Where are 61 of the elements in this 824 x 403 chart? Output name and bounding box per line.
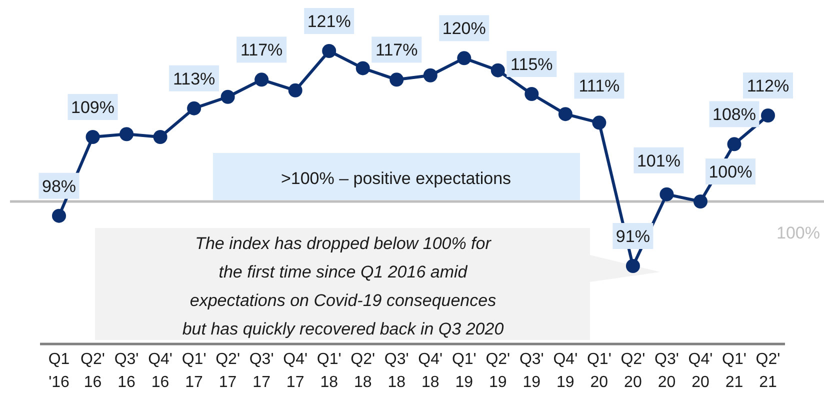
point: [592, 116, 606, 130]
x-tick-label: Q2' 16: [80, 351, 105, 391]
point: [153, 130, 168, 144]
point: [120, 127, 134, 142]
x-tick-label: Q4' 20: [688, 351, 713, 391]
point: [254, 72, 269, 87]
x-tick-label: Q4' 19: [553, 351, 578, 391]
data-label: 112%: [746, 76, 790, 96]
point: [52, 208, 66, 223]
x-tick-label: Q1' 19: [452, 351, 476, 391]
point: [390, 72, 404, 87]
x-tick-label: Q4' 18: [418, 351, 443, 391]
x-tick-label: Q3' 18: [384, 351, 409, 391]
point: [356, 61, 370, 76]
x-tick-label: Q1' 17: [182, 351, 206, 391]
annotation: >100% – positive expectations: [280, 169, 512, 188]
data-label: 121%: [307, 12, 351, 31]
point: [558, 107, 572, 122]
x-tick-label: Q2' 17: [216, 351, 240, 391]
x-tick-label: Q1 '16: [48, 351, 70, 391]
x-tick-label: Q1' 18: [316, 351, 342, 391]
x-tick-label: Q4' 16: [148, 351, 172, 391]
data-label: 109%: [71, 98, 115, 117]
x-tick-label: Q2' 18: [350, 351, 376, 391]
data-label: 117%: [376, 40, 418, 60]
data-label: 101%: [636, 151, 680, 170]
data-label: 117%: [240, 40, 283, 60]
x-tick-label: Q3' 19: [519, 351, 544, 391]
point: [220, 90, 235, 104]
ref-line-label: 100%: [776, 224, 820, 242]
data-label: 115%: [510, 55, 553, 74]
x-tick-label: Q2' 20: [620, 351, 646, 391]
point: [761, 108, 775, 122]
data-label: 120%: [442, 19, 486, 38]
point: [187, 101, 202, 116]
point: [626, 259, 640, 273]
data-label: 113%: [172, 69, 216, 88]
data-label: 100%: [708, 162, 752, 182]
point: [322, 44, 336, 58]
point: [457, 51, 472, 66]
point: [660, 187, 674, 202]
point: [423, 68, 438, 82]
data-label: 98%: [42, 176, 76, 196]
data-label: 108%: [712, 105, 756, 124]
x-tick-label: Q2' 21: [756, 351, 780, 391]
x-tick-label: Q4' 17: [283, 351, 308, 391]
annotation: The index has dropped below 100% for the first time since Q1 2016 amid expectations on Covid-19 consequences but has quickly recovered back in Q3 2020: [182, 234, 504, 338]
x-tick-label: Q1' 20: [586, 351, 612, 391]
point: [727, 137, 742, 152]
x-tick-label: Q2' 19: [486, 351, 510, 391]
data-label: 91%: [616, 227, 650, 246]
x-tick-label: Q3' 20: [654, 351, 679, 391]
x-tick-label: Q3' 16: [114, 351, 139, 391]
data-label: 111%: [578, 76, 620, 96]
point: [693, 194, 708, 208]
x-tick-label: Q1' 21: [722, 351, 746, 391]
x-tick-label: Q3' 17: [249, 351, 274, 391]
point: [490, 63, 505, 78]
point: [288, 83, 302, 98]
point: [86, 130, 100, 144]
point: [524, 87, 539, 101]
